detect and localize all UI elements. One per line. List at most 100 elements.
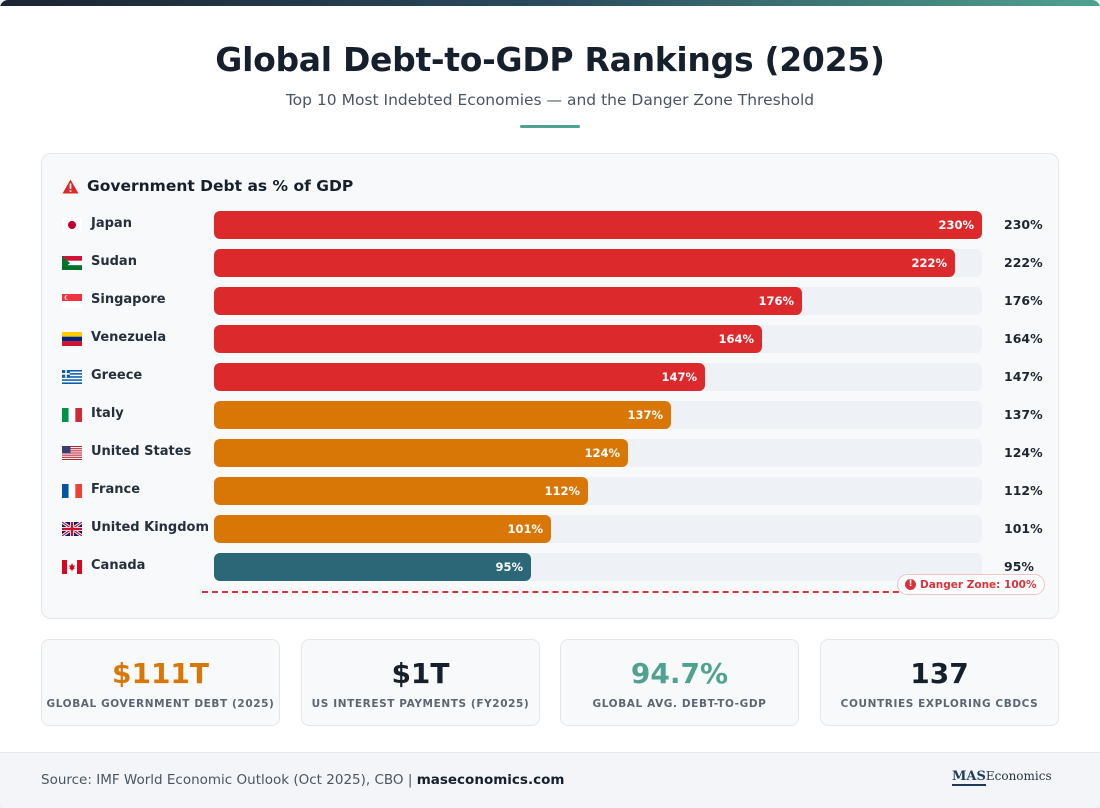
singapore-flag-icon [62,294,82,308]
category-label: Canada [91,558,146,573]
bar-data-label: 124% [584,446,620,460]
category-label: Venezuela [91,330,167,345]
value-label: 95% [1004,559,1034,574]
greece-flag-icon [62,370,82,384]
japan-flag-icon [62,218,82,232]
footer: Source: IMF World Economic Outlook (Oct … [0,752,1100,808]
bar: 222% [214,249,955,277]
title-underline [520,125,580,128]
bar-row: Singapore 176% 176% [42,287,1060,315]
bar: 95% [214,553,531,581]
bar-data-label: 101% [507,522,543,536]
stat-value: $1T [391,657,450,690]
stat-card-global-debt: $111T GLOBAL GOVERNMENT DEBT (2025) [41,639,280,726]
stat-card-cbdc: 137 COUNTRIES EXPLORING CBDCS [820,639,1059,726]
canada-flag-icon [62,560,82,574]
brand-mark: MAS [952,769,986,786]
bar-row: United Kingdom 101% 101% [42,515,1060,543]
italy-flag-icon [62,408,82,422]
source-text: Source: IMF World Economic Outlook (Oct … [41,772,417,788]
danger-threshold-line [202,591,1039,593]
category-label: France [91,482,141,497]
bar-row: Venezuela 164% 164% [42,325,1060,353]
stat-value: $111T [111,657,210,690]
bar-track: 164% [214,325,982,353]
bar-row: Sudan 222% 222% [42,249,1060,277]
value-label: 176% [1004,293,1043,308]
category-label: Sudan [91,254,137,269]
bar-track: 137% [214,401,982,429]
bar: 112% [214,477,588,505]
bar-row: Japan 230% 230% [42,211,1060,239]
bar: 137% [214,401,671,429]
danger-zone-badge: ! Danger Zone: 100% [897,574,1046,595]
bar-data-label: 164% [718,332,754,346]
bar-data-label: 95% [495,560,523,574]
bar-data-label: 222% [911,256,947,270]
bar-data-label: 230% [938,218,974,232]
brand-name: Economics [985,769,1052,783]
usa-flag-icon [62,446,82,460]
bar-data-label: 147% [661,370,697,384]
bar-row: United States 124% 124% [42,439,1060,467]
category-label: United Kingdom [91,520,210,535]
bar-data-label: 137% [627,408,663,422]
bar-data-label: 112% [544,484,580,498]
venezuela-flag-icon [62,332,82,346]
bar: 176% [214,287,802,315]
value-label: 101% [1004,521,1043,536]
alert-icon: ! [905,579,916,590]
bar: 230% [214,211,982,239]
value-label: 137% [1004,407,1043,422]
bar: 164% [214,325,762,353]
stat-label: GLOBAL GOVERNMENT DEBT (2025) [46,698,275,710]
value-label: 230% [1004,217,1043,232]
stat-value: 94.7% [630,657,729,690]
chart-title: Government Debt as % of GDP [87,177,354,195]
source-link[interactable]: maseconomics.com [416,772,565,788]
top-accent-bar [0,0,1100,6]
stat-value: 137 [910,657,969,690]
bar: 124% [214,439,628,467]
bar-track: 222% [214,249,982,277]
chart-header: Government Debt as % of GDP [62,177,353,195]
france-flag-icon [62,484,82,498]
value-label: 147% [1004,369,1043,384]
category-label: Japan [91,216,132,231]
page-title: Global Debt-to-GDP Rankings (2025) [215,40,885,79]
bar-track: 147% [214,363,982,391]
value-label: 222% [1004,255,1043,270]
page-subtitle: Top 10 Most Indebted Economies — and the… [285,91,815,109]
stat-card-global-avg: 94.7% GLOBAL AVG. DEBT-TO-GDP [560,639,799,726]
sudan-flag-icon [62,256,82,270]
bar: 101% [214,515,551,543]
brand-logo: MAS Economics [952,769,1052,786]
bar-track: 176% [214,287,982,315]
stat-label: COUNTRIES EXPLORING CBDCS [840,698,1039,710]
bar-row: Italy 137% 137% [42,401,1060,429]
value-label: 124% [1004,445,1043,460]
chart-panel: Government Debt as % of GDP Japan 230% 230… [41,153,1059,619]
danger-zone-label: Danger Zone: 100% [920,578,1037,591]
warning-icon [62,179,79,193]
category-label: Italy [91,406,124,421]
stat-label: US INTEREST PAYMENTS (FY2025) [311,698,530,710]
bar-track: 230% [214,211,982,239]
bar-row: Greece 147% 147% [42,363,1060,391]
category-label: Greece [91,368,143,383]
bar-track: 124% [214,439,982,467]
value-label: 164% [1004,331,1043,346]
value-label: 112% [1004,483,1043,498]
category-label: United States [91,444,192,459]
source-note: Source: IMF World Economic Outlook (Oct … [41,772,564,788]
bar-track: 112% [214,477,982,505]
bar-row: France 112% 112% [42,477,1060,505]
bar-data-label: 176% [758,294,794,308]
bar-track: 101% [214,515,982,543]
bar-track: 95% [214,553,982,581]
category-label: Singapore [91,292,166,307]
bar: 147% [214,363,705,391]
stat-label: GLOBAL AVG. DEBT-TO-GDP [592,698,767,710]
uk-flag-icon [62,522,82,536]
